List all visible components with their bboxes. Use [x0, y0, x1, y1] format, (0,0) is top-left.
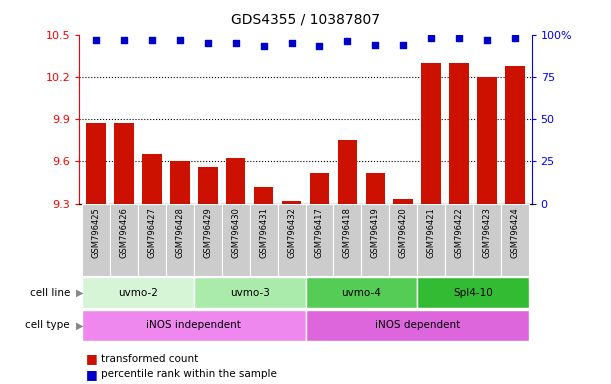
Bar [86, 123, 106, 204]
Bar [334, 204, 361, 276]
Text: GSM796427: GSM796427 [147, 207, 156, 258]
Bar [166, 204, 194, 276]
Bar [254, 187, 273, 204]
Text: uvmo-2: uvmo-2 [118, 288, 158, 298]
Bar [393, 199, 413, 204]
Bar [389, 204, 417, 276]
Bar [226, 159, 246, 204]
Point [370, 41, 380, 48]
Point [147, 36, 157, 43]
Text: ▶: ▶ [76, 320, 84, 331]
Text: GSM796425: GSM796425 [92, 207, 101, 258]
Text: GSM796423: GSM796423 [483, 207, 491, 258]
Text: cell line: cell line [30, 288, 73, 298]
Text: GSM796417: GSM796417 [315, 207, 324, 258]
Text: GDS4355 / 10387807: GDS4355 / 10387807 [231, 13, 380, 27]
Bar [222, 204, 250, 276]
Text: GSM796424: GSM796424 [510, 207, 519, 258]
Bar [250, 204, 277, 276]
Text: GSM796420: GSM796420 [399, 207, 408, 258]
Point [482, 36, 492, 43]
Point [398, 41, 408, 48]
Bar [477, 77, 497, 204]
Point [258, 43, 268, 50]
Text: cell type: cell type [26, 320, 73, 331]
Text: GSM796431: GSM796431 [259, 207, 268, 258]
Text: Spl4-10: Spl4-10 [453, 288, 493, 298]
Point [315, 43, 324, 50]
Bar [142, 154, 162, 204]
Text: transformed count: transformed count [101, 354, 198, 364]
Text: GSM796419: GSM796419 [371, 207, 380, 258]
Bar [361, 204, 389, 276]
Bar [282, 201, 301, 204]
Text: percentile rank within the sample: percentile rank within the sample [101, 369, 277, 379]
Text: GSM796428: GSM796428 [175, 207, 185, 258]
Text: GSM796429: GSM796429 [203, 207, 212, 258]
Point [287, 40, 296, 46]
Bar [449, 63, 469, 204]
Bar [306, 204, 334, 276]
Point [231, 40, 241, 46]
Bar [306, 310, 529, 341]
Bar [422, 63, 441, 204]
Bar [417, 277, 529, 308]
Bar [138, 204, 166, 276]
Bar [306, 277, 417, 308]
Bar [365, 172, 385, 204]
Bar [194, 204, 222, 276]
Bar [505, 66, 525, 204]
Point [510, 35, 520, 41]
Bar [82, 310, 306, 341]
Bar [170, 161, 189, 204]
Text: ■: ■ [86, 353, 97, 366]
Bar [417, 204, 445, 276]
Point [426, 35, 436, 41]
Text: iNOS dependent: iNOS dependent [375, 320, 459, 331]
Bar [473, 204, 501, 276]
Bar [338, 140, 357, 204]
Point [91, 36, 101, 43]
Point [203, 40, 213, 46]
Bar [310, 172, 329, 204]
Point [454, 35, 464, 41]
Bar [82, 277, 194, 308]
Text: uvmo-3: uvmo-3 [230, 288, 269, 298]
Text: GSM796421: GSM796421 [426, 207, 436, 258]
Bar [445, 204, 473, 276]
Bar [194, 277, 306, 308]
Text: GSM796432: GSM796432 [287, 207, 296, 258]
Bar [501, 204, 529, 276]
Point [175, 36, 185, 43]
Bar [277, 204, 306, 276]
Text: GSM796430: GSM796430 [231, 207, 240, 258]
Bar [198, 167, 218, 204]
Text: GSM796422: GSM796422 [455, 207, 464, 258]
Bar [114, 123, 134, 204]
Point [119, 36, 129, 43]
Point [343, 38, 353, 45]
Bar [82, 204, 110, 276]
Text: GSM796418: GSM796418 [343, 207, 352, 258]
Text: ■: ■ [86, 368, 97, 381]
Text: iNOS independent: iNOS independent [147, 320, 241, 331]
Text: GSM796426: GSM796426 [120, 207, 128, 258]
Text: uvmo-4: uvmo-4 [342, 288, 381, 298]
Bar [110, 204, 138, 276]
Text: ▶: ▶ [76, 288, 84, 298]
